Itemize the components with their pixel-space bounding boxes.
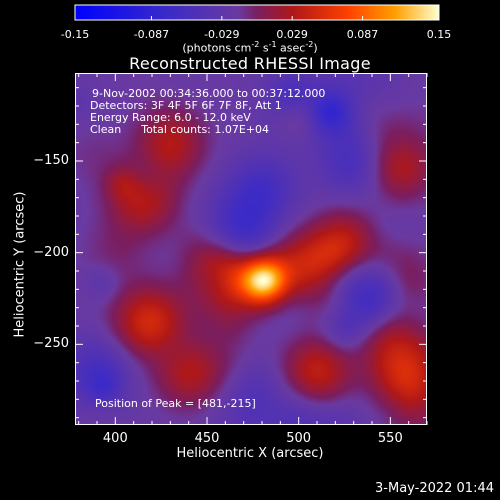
annotation-peak: Position of Peak = [481,-215] <box>95 397 256 410</box>
y-tick-label: −150 <box>33 153 69 168</box>
colorbar <box>74 4 440 21</box>
annotation-block: 9-Nov-2002 00:34:36.000 to 00:37:12.000 … <box>90 88 325 136</box>
chart-title: Reconstructed RHESSI Image <box>129 54 371 73</box>
y-tick-label: −200 <box>33 244 69 260</box>
colorbar-tick-label: -0.087 <box>133 28 170 41</box>
annotation-energy: Energy Range: 6.0 - 12.0 keV <box>90 111 251 124</box>
annotation-clean: Clean Total counts: 1.07E+04 <box>90 123 270 136</box>
colorbar-tick-label: -0.15 <box>60 28 90 41</box>
x-tick-label: 500 <box>286 431 312 446</box>
colorbar-bar <box>74 4 440 21</box>
y-tick-label: −250 <box>33 336 69 352</box>
colorbar-units: (photons cm-2 s-1 asec-2) <box>182 40 318 55</box>
annotation-time: 9-Nov-2002 00:34:36.000 to 00:37:12.000 <box>92 87 326 100</box>
x-tick-label: 450 <box>194 431 220 446</box>
colorbar-tick-label: -0.029 <box>204 28 240 41</box>
y-axis-label: Heliocentric Y (arcsec) <box>12 191 28 338</box>
x-tick-label: 550 <box>377 431 403 446</box>
annotation-detectors: Detectors: 3F 4F 5F 6F 7F 8F, Att 1 <box>90 99 282 112</box>
x-axis-label: Heliocentric X (arcsec) <box>176 446 324 461</box>
colorbar-tick-label: 0.029 <box>276 28 308 41</box>
colorbar-tick-label: 0.087 <box>346 28 379 41</box>
timestamp: 3-May-2022 01:44 <box>375 481 494 496</box>
x-tick-label: 400 <box>102 431 128 446</box>
colorbar-tick-label: 0.15 <box>426 28 452 41</box>
